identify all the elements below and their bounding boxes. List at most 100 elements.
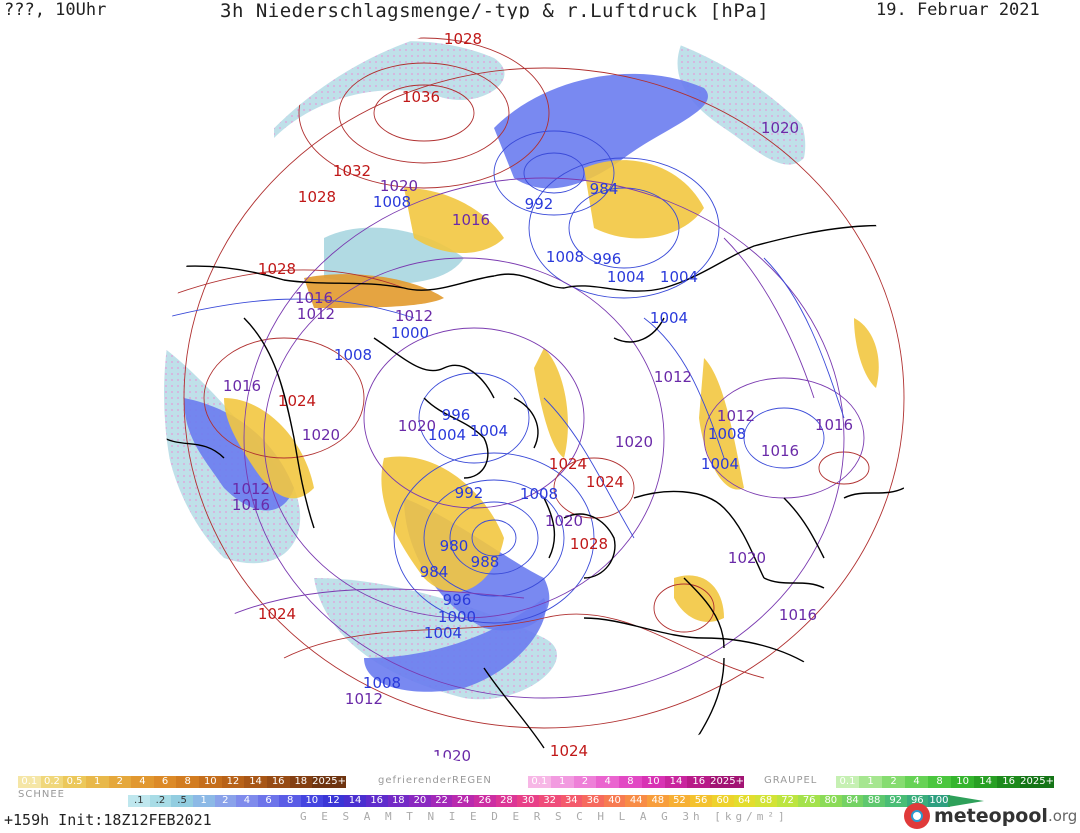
- snow-legend-swatch: 1: [85, 776, 109, 788]
- snow-legend-swatch: 14: [244, 776, 267, 788]
- pressure-label: 996: [443, 591, 472, 609]
- isobar: [423, 479, 565, 597]
- pressure-label: 1012: [395, 307, 433, 325]
- isobar: [763, 257, 845, 419]
- pressure-label: 1004: [428, 426, 466, 444]
- precipitation-area: [224, 398, 314, 499]
- precipitation-area: [699, 358, 744, 490]
- snow-legend-swatch: 4: [131, 776, 154, 788]
- coastline: [243, 317, 315, 529]
- total-precip-legend-swatch: 2: [214, 795, 237, 807]
- total-precip-legend-swatch: 20: [409, 795, 431, 807]
- pressure-label: 1036: [402, 88, 440, 106]
- freezing-rain-legend-swatch: 14: [664, 776, 688, 788]
- isobar: [363, 327, 585, 509]
- pressure-label: 1012: [654, 368, 692, 386]
- chart-title: 3h Niederschlagsmenge/-typ & r.Luftdruck…: [220, 0, 770, 22]
- pressure-label: 1004: [424, 624, 462, 642]
- coastline: [583, 617, 815, 669]
- freezing-rain-legend-swatch: 4: [596, 776, 620, 788]
- freezing-rain-legend-swatch: 2025+: [710, 776, 744, 788]
- coastline: [563, 513, 616, 579]
- total-precip-legend-swatch: 60: [711, 795, 734, 807]
- pressure-label: 984: [590, 180, 619, 198]
- graupel-legend: 0.1 1 2 4 8 10 14 16 2025+: [836, 776, 1054, 788]
- pressure-label: 1020: [545, 512, 583, 530]
- legend-arrow-icon: [948, 795, 984, 807]
- freezing-rain-legend-swatch: 16: [687, 776, 711, 788]
- isobar: [203, 337, 365, 459]
- pressure-label: 1004: [650, 309, 688, 327]
- pressure-label: 996: [593, 250, 622, 268]
- total-precip-legend: .1.2.5 1 2 4 6 8 10 12 14 16 18 20 22 24 26 28 30 32 34 36 4…: [128, 795, 950, 807]
- brand-logo[interactable]: meteopool .org: [904, 803, 1077, 829]
- total-precip-legend-swatch: 24: [452, 795, 474, 807]
- total-precip-legend-swatch: 64: [733, 795, 756, 807]
- pressure-label: 1012: [297, 305, 335, 323]
- brand-name: meteopool: [934, 805, 1048, 827]
- pressure-label: 1012: [345, 690, 383, 708]
- freezing-rain-legend-name: gefrierenderREGEN: [378, 775, 492, 786]
- pressure-label: 1004: [470, 422, 508, 440]
- graupel-legend-swatch: 14: [974, 776, 998, 788]
- precipitation-area: [364, 598, 546, 692]
- pressure-label: 1028: [258, 260, 296, 278]
- precipitation-area: [404, 188, 504, 253]
- pressure-label: 1020: [380, 177, 418, 195]
- pressure-label: 1016: [815, 416, 853, 434]
- total-precip-legend-swatch: 18: [387, 795, 410, 807]
- precipitation-area: [584, 160, 704, 239]
- freezing-rain-legend: 0.1 1 2 4 8 10 14 16 2025+: [528, 776, 744, 788]
- pressure-label: 1020: [302, 426, 340, 444]
- pressure-label: 992: [525, 195, 554, 213]
- isobar: [243, 177, 845, 699]
- total-precip-legend-swatch: 26: [474, 795, 496, 807]
- total-precip-legend-swatch: 16: [365, 795, 388, 807]
- pressure-label: 1020: [761, 119, 799, 137]
- total-precip-legend-swatch: 22: [430, 795, 453, 807]
- snow-legend-name: SCHNEE: [18, 789, 65, 800]
- coastline: [543, 497, 556, 559]
- total-precip-legend-swatch: 92: [884, 795, 907, 807]
- precipitation-area: [677, 38, 806, 165]
- location-time: ???, 10Uhr: [4, 0, 107, 20]
- total-precip-legend-swatch: .2: [149, 795, 172, 807]
- pressure-label: 1008: [520, 485, 558, 503]
- graupel-legend-swatch: 8: [928, 776, 952, 788]
- pressure-label: 1024: [586, 473, 624, 491]
- snow-legend-swatch: 10: [199, 776, 222, 788]
- isobar: [523, 152, 585, 194]
- snow-legend-swatch: 18: [289, 776, 313, 788]
- total-precip-legend-swatch: 8: [279, 795, 301, 807]
- pressure-label: 980: [440, 537, 469, 555]
- pressure-label: 1020: [433, 747, 471, 765]
- pressure-label: 1004: [660, 268, 698, 286]
- isobar: [653, 583, 715, 633]
- coastline: [423, 397, 489, 479]
- total-precip-legend-swatch: 36: [582, 795, 604, 807]
- coastline: [493, 273, 665, 292]
- pressure-label: 1024: [550, 742, 588, 760]
- total-precip-legend-swatch: 10: [301, 795, 323, 807]
- total-precip-legend-swatch: 68: [755, 795, 777, 807]
- isobar: [338, 62, 510, 164]
- pressure-label: 1020: [615, 433, 653, 451]
- total-precip-legend-swatch: 28: [495, 795, 518, 807]
- isobar: [223, 588, 525, 619]
- isobar: [493, 130, 615, 216]
- precipitation-area: [534, 348, 568, 458]
- isobar: [568, 187, 680, 269]
- forecast-date: 19. Februar 2021: [876, 0, 1040, 20]
- pressure-label: 1020: [728, 549, 766, 567]
- pressure-label: 1020: [202, 656, 240, 674]
- total-precip-legend-swatch: 84: [841, 795, 864, 807]
- total-precip-legend-swatch: 52: [668, 795, 691, 807]
- isobar: [298, 37, 550, 189]
- isobar: [543, 397, 635, 539]
- graupel-legend-swatch: 1: [859, 776, 883, 788]
- pressure-label: 1008: [708, 425, 746, 443]
- total-precip-legend-swatch: 56: [690, 795, 712, 807]
- total-precip-legend-swatch: 1: [192, 795, 215, 807]
- total-precip-legend-swatch: 6: [257, 795, 280, 807]
- coastline: [633, 490, 765, 579]
